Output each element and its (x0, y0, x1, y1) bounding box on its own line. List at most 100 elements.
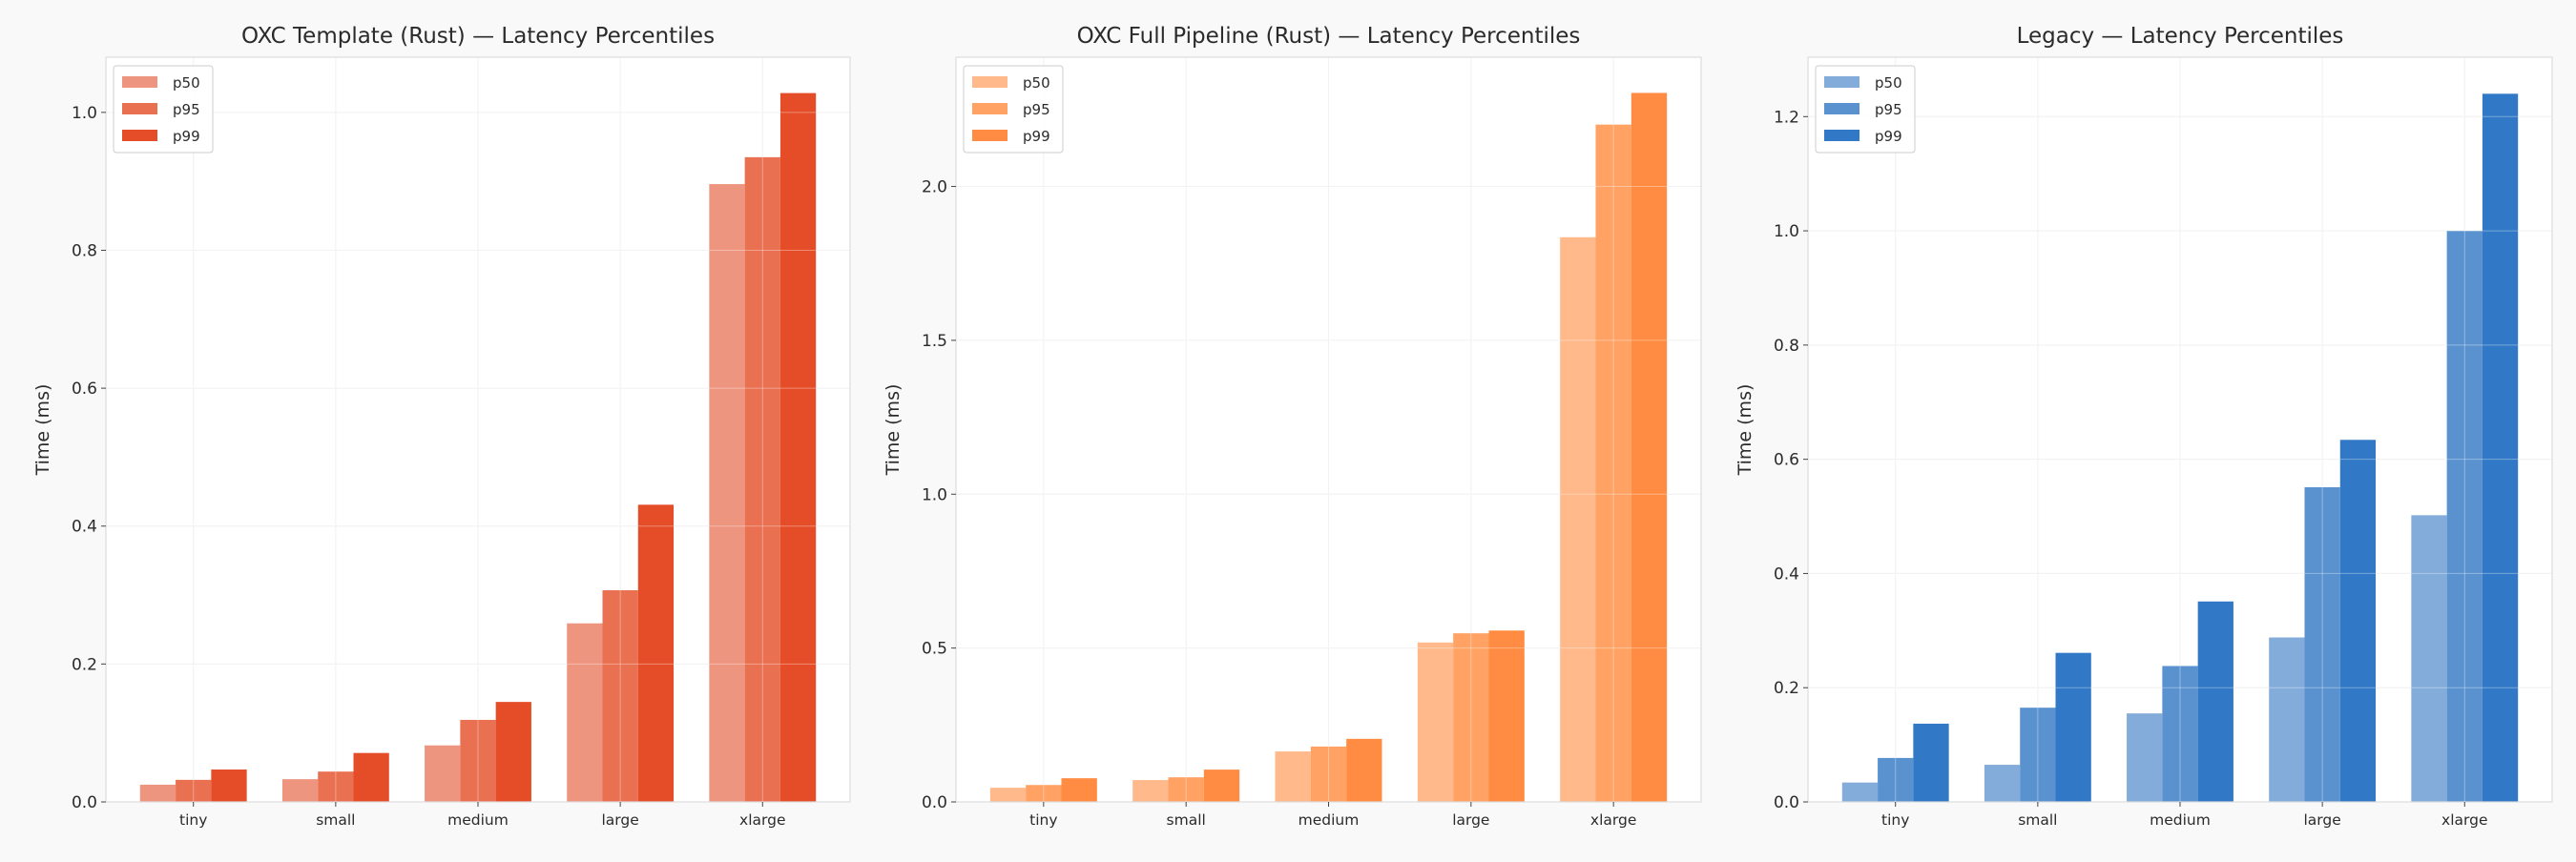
bar-p99-tiny (1913, 723, 1949, 802)
y-tick-label: 2.0 (922, 178, 947, 197)
legend-swatch-p95 (122, 103, 157, 114)
bar-p50-large (2269, 637, 2305, 802)
bar-p50-large (1417, 642, 1454, 802)
bar-p95-small (1168, 777, 1204, 802)
bar-p99-small (353, 752, 389, 802)
y-tick-label: 0.8 (72, 241, 97, 260)
legend-label-p95: p95 (1023, 101, 1050, 118)
bar-p99-xlarge (1631, 92, 1668, 803)
legend-label-p99: p99 (173, 128, 200, 145)
y-tick-label: 0.5 (922, 640, 947, 659)
legend-label-p99: p99 (1875, 128, 1902, 145)
legend-label-p95: p95 (173, 101, 200, 118)
bar-p99-small (2055, 652, 2091, 802)
bar-p95-medium (1310, 746, 1347, 802)
y-tick-label: 0.6 (72, 380, 97, 399)
x-tick-label: xlarge (2441, 811, 2487, 829)
chart-title: Legacy — Latency Percentiles (2017, 24, 2344, 49)
bar-p50-medium (2127, 713, 2163, 802)
bar-p95-large (602, 589, 638, 802)
bar-p95-small (2020, 708, 2056, 802)
bar-p99-large (2339, 440, 2377, 802)
bar-p99-large (1488, 630, 1525, 802)
y-tick-label: 1.0 (72, 104, 97, 123)
bar-p99-large (637, 504, 675, 802)
y-tick-label: 0.0 (72, 793, 97, 812)
y-axis-label: Time (ms) (32, 384, 53, 477)
bar-p95-tiny (1026, 785, 1062, 802)
legend-swatch-p99 (122, 130, 157, 141)
y-tick-label: 1.0 (922, 485, 947, 504)
x-tick-label: large (1452, 811, 1489, 829)
bar-p50-small (1132, 780, 1169, 802)
chart-2: 0.0 0.2 0.4 0.6 0.8 1.0 1.2 tiny small medium larg… (1735, 24, 2553, 829)
chart-0: 0.0 0.2 0.4 0.6 0.8 1.0 tiny small medium large xl… (32, 24, 851, 829)
bar-p50-large (567, 623, 603, 802)
bar-p50-xlarge (1560, 236, 1596, 802)
y-tick-label: 0.2 (72, 655, 97, 674)
y-axis-label: Time (ms) (883, 384, 904, 477)
chart-title: OXC Template (Rust) — Latency Percentile… (241, 24, 715, 49)
bar-p95-xlarge (2446, 231, 2483, 803)
bar-p50-tiny (139, 784, 177, 802)
legend: p50 p95 p99 (113, 65, 214, 154)
bar-p50-medium (425, 745, 461, 802)
bar-p95-small (318, 771, 354, 802)
legend-swatch-p95 (972, 103, 1008, 114)
bar-p95-tiny (176, 779, 212, 802)
x-tick-label: small (2018, 811, 2057, 829)
bar-p99-medium (495, 702, 531, 802)
x-tick-label: tiny (1881, 811, 1909, 829)
bar-p95-large (2304, 486, 2340, 802)
legend-label-p95: p95 (1875, 101, 1902, 118)
legend-swatch-p50 (972, 76, 1008, 88)
chart-title: OXC Full Pipeline (Rust) — Latency Perce… (1077, 24, 1581, 49)
bar-p50-tiny (1841, 782, 1879, 802)
x-tick-label: large (601, 811, 638, 829)
legend: p50 p95 p99 (963, 65, 1064, 154)
bar-p50-xlarge (709, 184, 745, 802)
bar-p99-xlarge (2482, 93, 2519, 802)
legend-swatch-p50 (122, 76, 157, 88)
bar-p50-small (1984, 765, 2021, 802)
bar-p50-xlarge (2411, 515, 2447, 802)
x-tick-label: small (316, 811, 355, 829)
y-tick-label: 0.0 (922, 793, 947, 812)
y-tick-label: 0.6 (1774, 451, 1799, 470)
legend-label-p99: p99 (1023, 128, 1050, 145)
legend-label-p50: p50 (173, 74, 200, 92)
x-tick-label: medium (447, 811, 509, 829)
y-tick-label: 0.8 (1774, 337, 1799, 356)
y-axis-label: Time (ms) (1735, 384, 1755, 477)
bar-p95-large (1453, 633, 1489, 802)
bar-p99-small (1203, 770, 1240, 802)
bar-p99-xlarge (779, 92, 817, 803)
bar-p95-xlarge (1595, 124, 1631, 803)
legend-swatch-p99 (1824, 130, 1859, 141)
x-tick-label: medium (2150, 811, 2211, 829)
x-tick-label: small (1167, 811, 1206, 829)
legend: p50 p95 p99 (1815, 65, 1916, 154)
y-tick-label: 1.2 (1774, 108, 1799, 127)
bar-p95-xlarge (744, 156, 780, 803)
bar-p50-small (281, 779, 319, 802)
y-tick-label: 0.2 (1774, 679, 1799, 698)
bar-p99-medium (1346, 738, 1382, 802)
bar-p50-medium (1275, 751, 1311, 802)
y-tick-label: 1.5 (922, 332, 947, 351)
x-tick-label: xlarge (739, 811, 785, 829)
y-tick-label: 1.0 (1774, 222, 1799, 241)
bar-p95-medium (460, 719, 496, 802)
bar-p95-tiny (1878, 757, 1914, 802)
y-tick-label: 0.0 (1774, 793, 1799, 812)
bar-p95-medium (2162, 666, 2198, 802)
bar-p99-tiny (1061, 778, 1097, 802)
chart-1: 0.0 0.5 1.0 1.5 2.0 tiny small medium large xlarg… (883, 24, 1702, 829)
bar-p99-tiny (211, 770, 247, 802)
legend-label-p50: p50 (1875, 74, 1902, 92)
legend-swatch-p95 (1824, 103, 1859, 114)
x-tick-label: large (2303, 811, 2340, 829)
y-tick-label: 0.4 (72, 518, 97, 537)
x-tick-label: tiny (1029, 811, 1057, 829)
